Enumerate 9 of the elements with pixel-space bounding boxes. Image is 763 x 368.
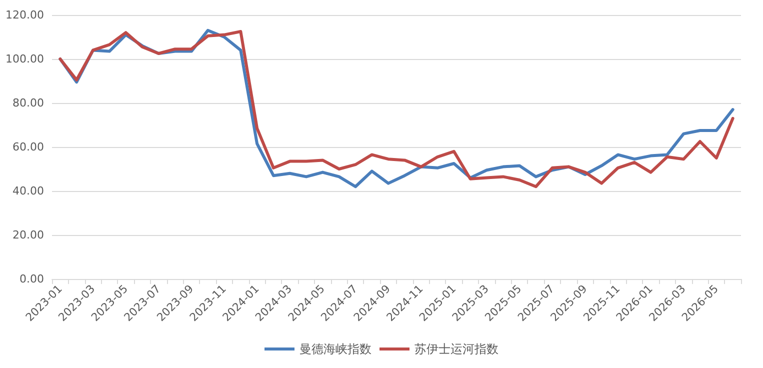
y-tick-label: 80.00 (12, 96, 44, 110)
legend-label: 苏伊士运河指数 (414, 342, 498, 356)
legend-label: 曼德海峡指数 (300, 342, 372, 356)
y-tick-label: 40.00 (12, 184, 44, 198)
y-tick-label: 100.00 (6, 52, 44, 66)
y-tick-label: 120.00 (6, 8, 44, 22)
y-tick-label: 0.00 (20, 272, 44, 286)
y-tick-label: 20.00 (12, 228, 44, 242)
y-tick-label: 60.00 (12, 140, 44, 154)
